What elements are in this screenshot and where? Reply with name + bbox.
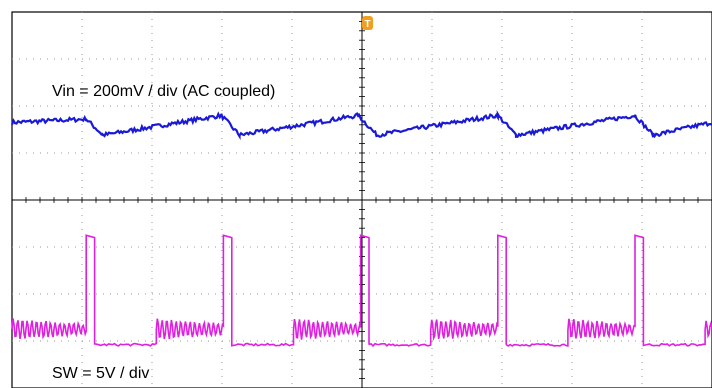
trigger-marker-label: T	[364, 19, 370, 30]
trigger-marker-icon: T	[362, 16, 373, 30]
vin-annotation: Vin = 200mV / div (AC coupled)	[52, 83, 275, 100]
traces	[10, 109, 712, 348]
vin-trace	[10, 109, 712, 141]
graticule	[11, 11, 712, 388]
sw-annotation: SW = 5V / div	[52, 365, 149, 382]
sw-trace	[11, 234, 712, 348]
